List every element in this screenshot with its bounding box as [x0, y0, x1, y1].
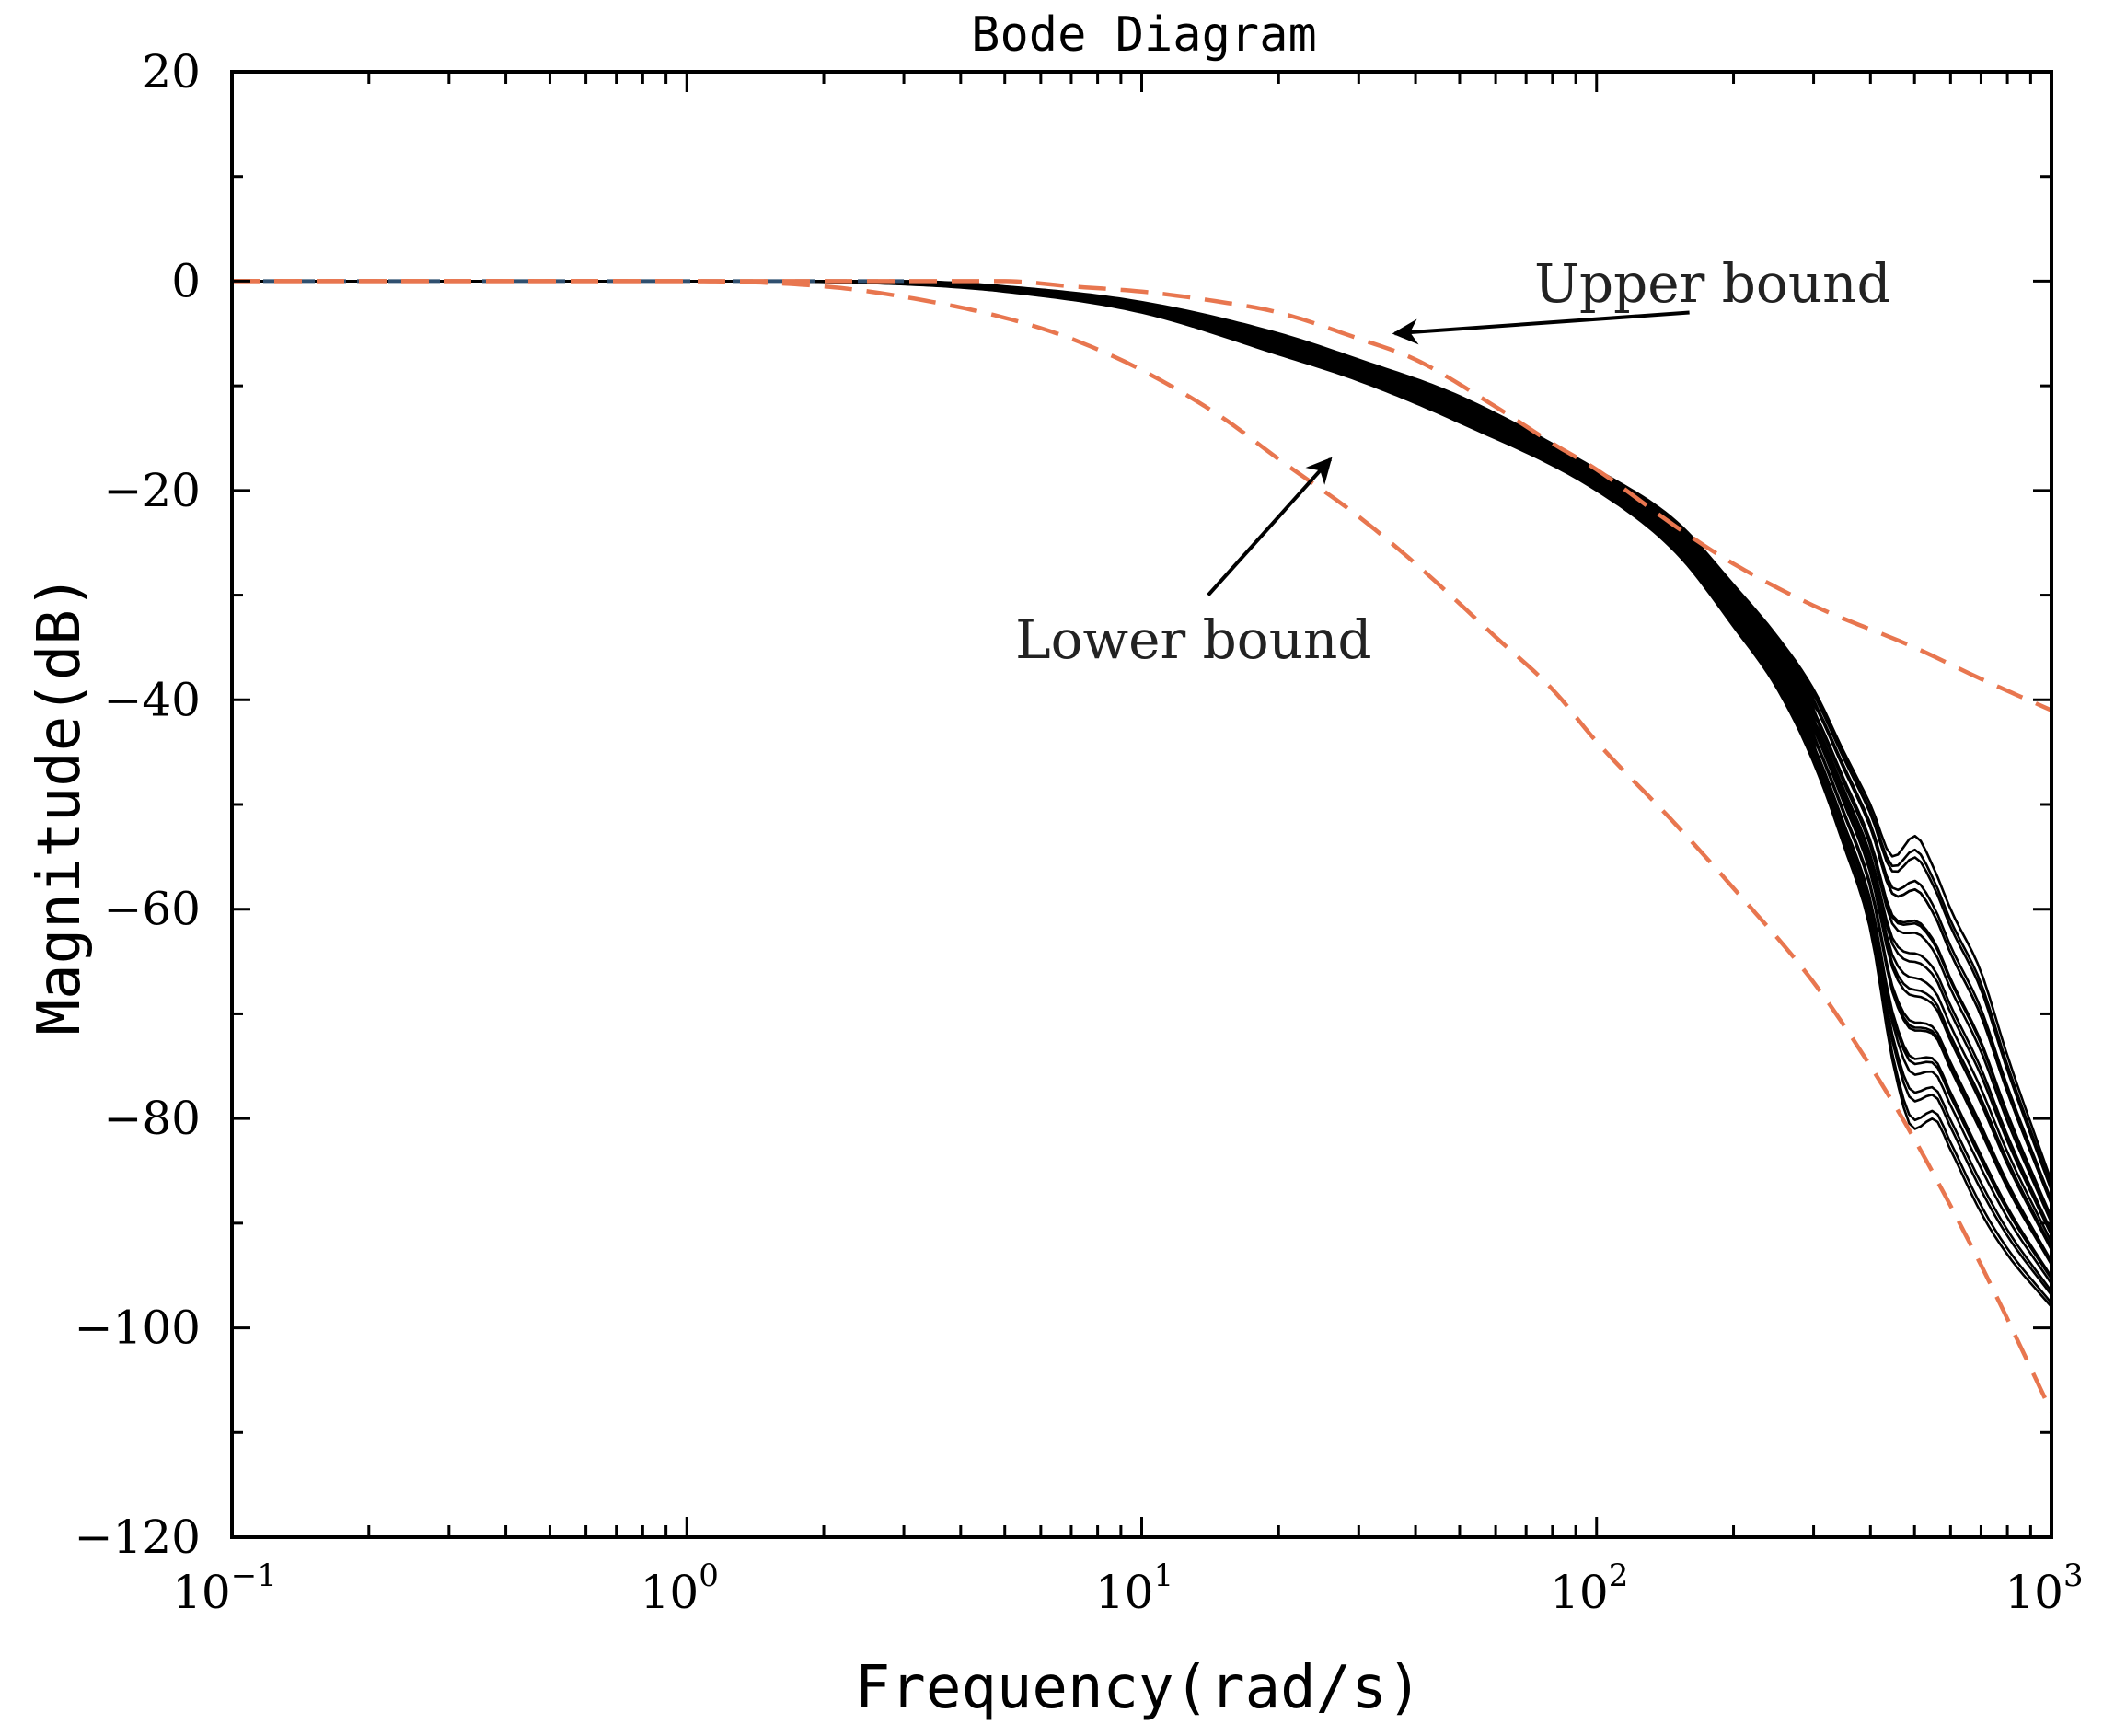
y-tick-label: −60 — [103, 883, 201, 936]
annotation-label: Lower bound — [1015, 608, 1371, 671]
plot-area — [232, 279, 2051, 1413]
annotation-arrow — [1207, 457, 1333, 596]
lower-bound-curve — [232, 279, 2051, 1413]
y-tick-label: −120 — [75, 1510, 201, 1564]
annotations: Upper bound Lower bound — [1015, 252, 1891, 671]
x-tick-label: 101 — [1095, 1557, 1173, 1619]
x-tick-label: 102 — [1550, 1557, 1628, 1619]
plot-frame — [230, 70, 2053, 1539]
y-tick-label: −20 — [103, 464, 201, 517]
y-tick-label: −100 — [75, 1302, 201, 1355]
y-tick-label: −80 — [103, 1092, 201, 1145]
x-tick-label: 100 — [641, 1557, 719, 1619]
x-tick-label: 103 — [2005, 1557, 2083, 1619]
x-axis-title: Frequency(rad/s) — [855, 1654, 1423, 1722]
y-tick-label: −40 — [103, 673, 201, 726]
chart-title: Bode Diagram — [971, 7, 1317, 63]
y-tick-label: 20 — [142, 45, 201, 98]
annotation-label: Upper bound — [1534, 252, 1891, 315]
annotation-arrow — [1392, 310, 1690, 345]
y-tick-label: 0 — [171, 254, 201, 307]
plot-series — [232, 279, 2051, 1413]
y-axis: 20 0 −20 −40 −60 −80 −100 −120 — [75, 45, 2051, 1564]
x-axis: 10−1 100 101 102 103 — [172, 72, 2084, 1619]
x-tick-label: 10−1 — [172, 1557, 277, 1619]
y-axis-title: Magnitude(dB) — [26, 574, 94, 1036]
